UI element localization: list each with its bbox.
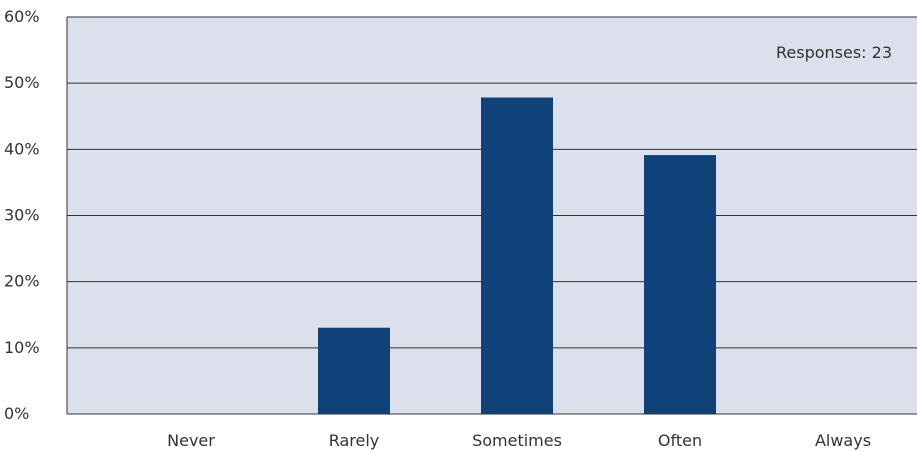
y-tick-label: 10% [4, 338, 40, 357]
bar-often [644, 155, 716, 414]
y-tick-label: 60% [4, 7, 40, 26]
bar-rarely [318, 327, 390, 414]
y-tick-label: 20% [4, 272, 40, 291]
x-tick-label: Rarely [329, 431, 380, 450]
y-tick-label: 40% [4, 139, 40, 158]
y-tick-label: 0% [4, 404, 29, 423]
x-tick-label: Often [658, 431, 702, 450]
bars [318, 97, 716, 414]
bar-sometimes [481, 97, 553, 414]
x-tick-label: Always [815, 431, 871, 450]
y-tick-label: 30% [4, 206, 40, 225]
y-axis-tick-labels: 0% 10% 20% 30% 40% 50% 60% [4, 7, 40, 423]
x-tick-label: Sometimes [472, 431, 562, 450]
responses-annotation: Responses: 23 [776, 43, 892, 62]
x-axis-tick-labels: Never Rarely Sometimes Often Always [167, 431, 871, 450]
x-tick-label: Never [167, 431, 215, 450]
y-tick-label: 50% [4, 73, 40, 92]
